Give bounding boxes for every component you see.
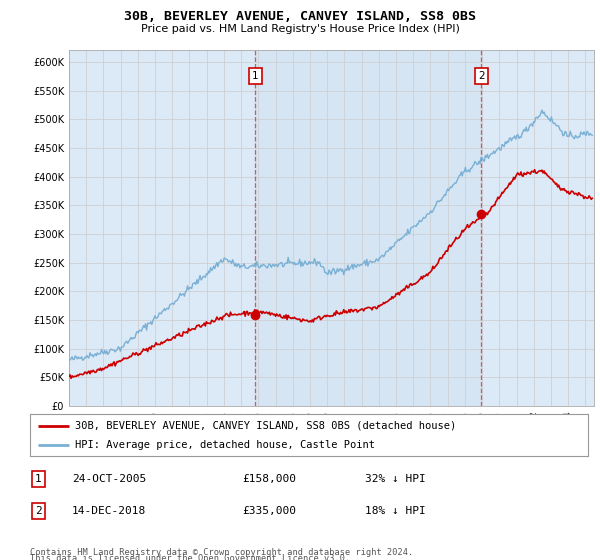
Text: Price paid vs. HM Land Registry's House Price Index (HPI): Price paid vs. HM Land Registry's House …	[140, 24, 460, 34]
Text: £158,000: £158,000	[242, 474, 296, 484]
Text: HPI: Average price, detached house, Castle Point: HPI: Average price, detached house, Cast…	[74, 440, 374, 450]
Text: 32% ↓ HPI: 32% ↓ HPI	[365, 474, 425, 484]
Text: 24-OCT-2005: 24-OCT-2005	[72, 474, 146, 484]
Text: 1: 1	[35, 474, 42, 484]
Text: 30B, BEVERLEY AVENUE, CANVEY ISLAND, SS8 0BS: 30B, BEVERLEY AVENUE, CANVEY ISLAND, SS8…	[124, 10, 476, 23]
Text: 2: 2	[35, 506, 42, 516]
Text: £335,000: £335,000	[242, 506, 296, 516]
Text: 14-DEC-2018: 14-DEC-2018	[72, 506, 146, 516]
Text: 1: 1	[252, 71, 259, 81]
Bar	[255, 50, 481, 406]
Text: Contains HM Land Registry data © Crown copyright and database right 2024.: Contains HM Land Registry data © Crown c…	[30, 548, 413, 557]
Text: 2: 2	[478, 71, 485, 81]
Text: 30B, BEVERLEY AVENUE, CANVEY ISLAND, SS8 0BS (detached house): 30B, BEVERLEY AVENUE, CANVEY ISLAND, SS8…	[74, 421, 456, 431]
Text: This data is licensed under the Open Government Licence v3.0.: This data is licensed under the Open Gov…	[30, 554, 350, 560]
Text: 18% ↓ HPI: 18% ↓ HPI	[365, 506, 425, 516]
